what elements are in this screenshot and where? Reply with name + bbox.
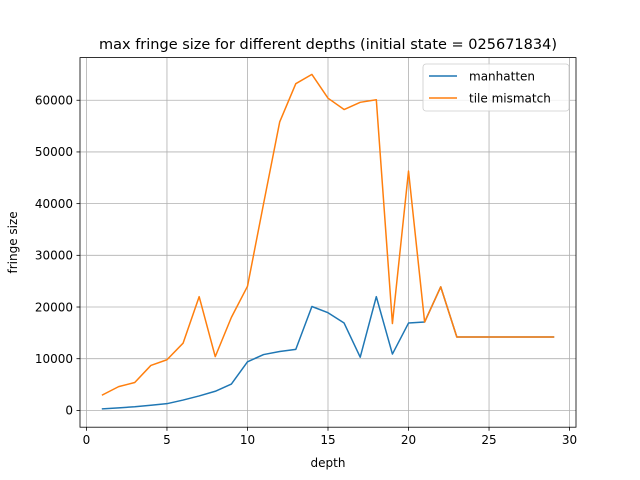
y-tick-label: 30000 [35, 249, 73, 263]
legend-label-tile-mismatch: tile mismatch [469, 92, 551, 106]
grid [80, 57, 576, 428]
x-tick-label: 20 [401, 433, 416, 447]
legend: manhatten tile mismatch [422, 63, 570, 112]
x-tick-label: 15 [320, 433, 335, 447]
x-tick-label: 0 [83, 433, 91, 447]
x-tick-label: 10 [240, 433, 255, 447]
legend-box [422, 63, 570, 112]
y-tick-label: 60000 [35, 94, 73, 108]
x-tick-label: 25 [481, 433, 496, 447]
axis-ticks: 0 5 10 15 20 25 30 0 10000 20000 30000 40000 50000 60… [35, 94, 577, 448]
x-tick-label: 30 [562, 433, 577, 447]
y-tick-label: 20000 [35, 300, 73, 314]
series-line-tile-mismatch [101, 73, 555, 396]
y-axis-label: fringe size [6, 211, 20, 273]
chart-title: max fringe size for different depths (in… [99, 37, 557, 53]
y-tick-label: 50000 [35, 145, 73, 159]
x-tick-label: 5 [163, 433, 171, 447]
legend-label-manhatten: manhatten [469, 70, 535, 84]
series-lines [101, 73, 555, 410]
y-tick-label: 0 [65, 404, 73, 418]
y-tick-label: 10000 [35, 352, 73, 366]
y-tick-label: 40000 [35, 197, 73, 211]
x-axis-label: depth [311, 456, 346, 470]
